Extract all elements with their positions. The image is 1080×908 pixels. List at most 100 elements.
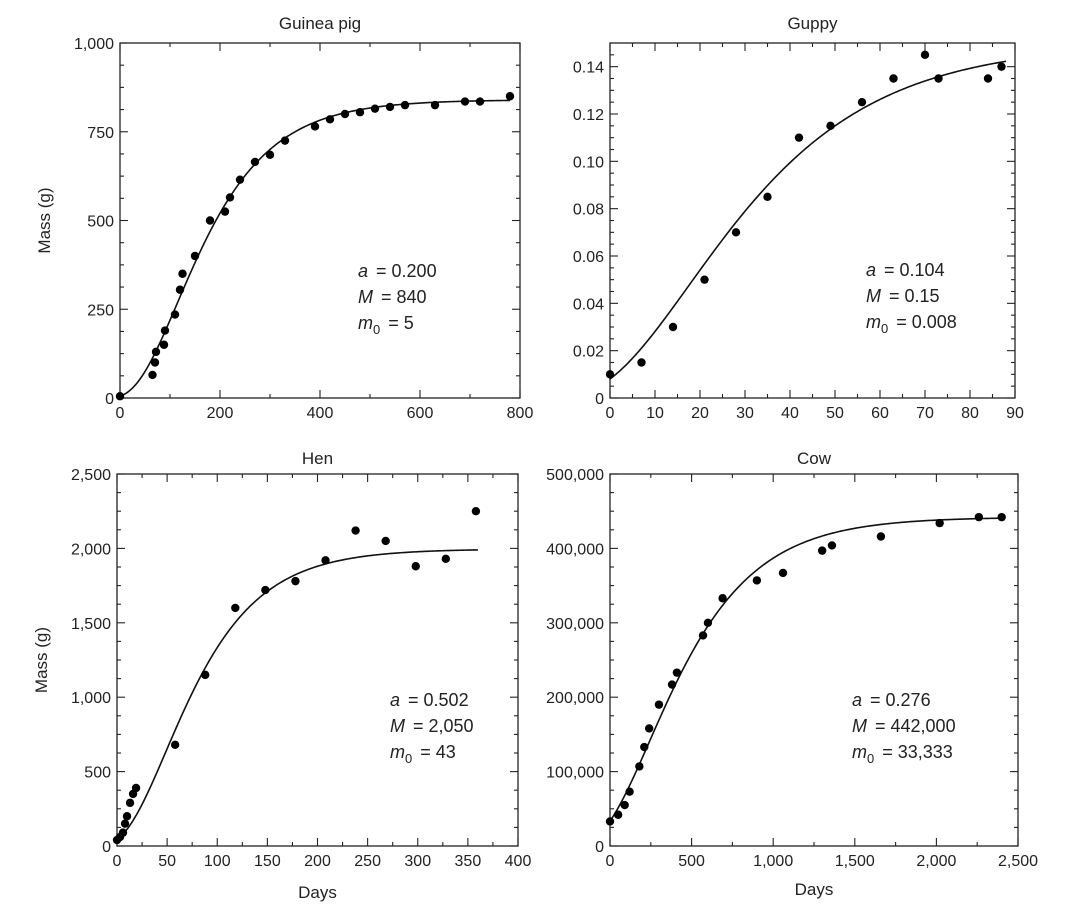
param-a-symbol: a — [390, 690, 400, 710]
data-point — [997, 62, 1006, 71]
x-tick-label: 800 — [507, 405, 534, 422]
param-a: a = 0.104 — [866, 260, 945, 280]
x-tick-label: 1,000 — [753, 853, 793, 870]
x-tick-label: 150 — [254, 853, 281, 870]
y-axis-label: Mass (g) — [32, 627, 51, 693]
fitted-growth-curve — [116, 549, 478, 841]
param-M-symbol: M — [358, 287, 373, 307]
y-tick-label: 500,000 — [546, 467, 604, 484]
data-point — [644, 724, 654, 733]
x-tick-label: 2,000 — [916, 853, 956, 870]
data-point — [381, 536, 390, 546]
data-point — [763, 192, 772, 202]
x-tick-label: 250 — [354, 853, 381, 870]
data-point — [160, 326, 170, 335]
fitted-growth-curve — [119, 99, 511, 397]
y-tick-label: 0.14 — [573, 60, 604, 77]
plot-frame — [609, 473, 1019, 847]
data-point — [889, 74, 898, 83]
y-tick-label: 750 — [87, 125, 114, 142]
x-tick-label: 90 — [1006, 405, 1024, 422]
data-point — [857, 97, 867, 107]
param-a-symbol: a — [852, 690, 862, 710]
data-point — [325, 115, 335, 124]
param-m0-value: = 0.008 — [891, 312, 957, 332]
x-tick-label: 0 — [116, 405, 125, 422]
y-tick-label: 500 — [87, 214, 114, 231]
y-tick-label: 500 — [84, 765, 111, 782]
x-tick-label: 200 — [207, 405, 234, 422]
panel-hen: Hen 0 50 100 150 200 250 300 350 400 0 500 1,000 1,50… — [32, 449, 531, 902]
param-m0-symbol: m — [390, 742, 405, 762]
data-point — [637, 358, 646, 367]
data-point — [400, 100, 410, 110]
y-tick-label: 0 — [595, 839, 604, 856]
param-m0-subscript: 0 — [881, 321, 888, 336]
param-m0-subscript: 0 — [373, 322, 380, 337]
x-tick-label: 350 — [455, 853, 482, 870]
y-tick-label: 0 — [105, 391, 114, 408]
data-point — [778, 568, 788, 578]
panel-guppy: Guppy 0 10 20 30 40 50 60 70 80 90 0 0.02 0.04 0.06 0.0… — [573, 14, 1024, 422]
param-a-value: = 0.276 — [865, 690, 931, 710]
x-axis-label: Days — [795, 880, 834, 899]
data-point — [170, 740, 180, 750]
param-a: a = 0.276 — [852, 690, 931, 710]
x-tick-label: 600 — [407, 405, 434, 422]
x-tick-label: 0 — [606, 853, 615, 870]
y-tick-label: 200,000 — [546, 690, 604, 707]
data-point — [178, 269, 187, 278]
param-m0: m0 = 33,333 — [852, 742, 953, 766]
x-tick-label: 10 — [646, 405, 664, 422]
param-M-symbol: M — [852, 716, 867, 736]
data-point — [827, 541, 837, 550]
data-point — [125, 798, 135, 808]
param-m0-symbol: m — [852, 742, 867, 762]
y-tick-label: 0.08 — [573, 202, 604, 219]
data-point — [983, 74, 993, 83]
data-point — [159, 340, 169, 349]
param-m0-value: = 33,333 — [877, 742, 953, 762]
param-M-value: = 442,000 — [870, 716, 956, 736]
data-point — [220, 207, 230, 216]
data-point — [250, 157, 260, 167]
data-point — [817, 546, 827, 555]
data-point — [115, 392, 125, 401]
data-point — [698, 631, 708, 640]
y-tick-label: 2,000 — [71, 541, 111, 558]
data-point — [411, 562, 420, 571]
x-tick-label: 50 — [826, 405, 844, 422]
data-point — [235, 175, 245, 184]
x-tick-label: 200 — [304, 853, 331, 870]
param-M-value: = 0.15 — [884, 286, 940, 306]
data-point — [340, 109, 350, 119]
param-a: a = 0.502 — [390, 690, 469, 710]
data-point — [460, 97, 470, 106]
data-point — [635, 762, 644, 771]
data-point — [261, 585, 270, 595]
data-point — [148, 370, 157, 380]
param-m0-value: = 5 — [383, 313, 414, 333]
param-a: a = 0.200 — [358, 261, 437, 281]
plot-frame — [116, 473, 519, 847]
data-point — [605, 817, 615, 826]
panel-title: Guppy — [787, 14, 838, 33]
data-point — [667, 680, 677, 689]
x-tick-label: 400 — [505, 853, 532, 870]
data-point — [231, 603, 240, 613]
data-point — [205, 216, 215, 225]
panel-title: Guinea pig — [279, 14, 361, 33]
panel-title: Cow — [797, 449, 832, 468]
data-point — [150, 358, 160, 367]
param-m0-symbol: m — [358, 313, 373, 333]
x-tick-label: 100 — [204, 853, 231, 870]
param-M: M = 840 — [358, 287, 427, 307]
x-tick-label: 1,500 — [835, 853, 875, 870]
data-point — [920, 50, 930, 60]
param-M: M = 2,050 — [390, 716, 474, 736]
x-tick-label: 30 — [736, 405, 754, 422]
y-tick-label: 250 — [87, 302, 114, 319]
y-tick-label: 1,000 — [74, 36, 114, 53]
x-axis-label: Days — [298, 883, 337, 902]
param-M-value: = 2,050 — [408, 716, 474, 736]
